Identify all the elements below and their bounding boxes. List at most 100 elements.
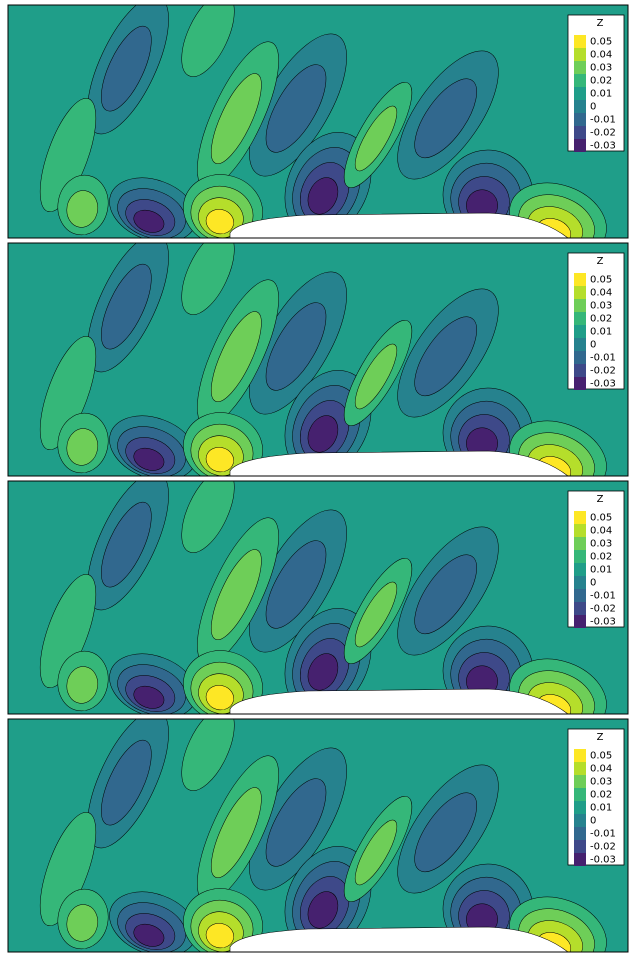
contour-band (265, 302, 327, 391)
colorbar-swatch (574, 602, 586, 615)
contour-band (205, 447, 234, 473)
colorbar-swatch (574, 814, 586, 827)
colorbar-swatch (574, 87, 586, 100)
colorbar-tick-label: 0.02 (590, 76, 612, 87)
colorbar-swatch (574, 377, 586, 390)
contour-band (39, 335, 97, 451)
colorbar-tick-label: 0.05 (590, 37, 612, 48)
contour-band (205, 923, 234, 949)
colorbar-tick-label: -0.01 (590, 591, 616, 602)
colorbar-tick-label: 0.03 (590, 63, 612, 74)
colorbar-swatch (574, 827, 586, 840)
colorbar-swatch (574, 788, 586, 801)
colorbar-tick-label: 0.03 (590, 539, 612, 550)
colorbar-tick-label: -0.01 (590, 115, 616, 126)
colorbar-swatch (574, 749, 586, 762)
airfoil (229, 926, 569, 952)
colorbar-swatch (574, 113, 586, 126)
contour-field (8, 719, 628, 952)
panel-frame (7, 4, 629, 239)
contour-band (101, 263, 152, 350)
colorbar-tick-label: 0.01 (590, 89, 612, 100)
colorbar-swatch (574, 840, 586, 853)
airfoil (229, 450, 569, 476)
legend: Z 0.05 0.04 0.03 0.02 0.01 0 -0.01 -0.02 -0.03 (567, 14, 625, 152)
contour-band (307, 415, 339, 453)
colorbar-swatch (574, 775, 586, 788)
colorbar-tick-label: 0.05 (590, 751, 612, 762)
colorbar-tick-label: 0.02 (590, 314, 612, 325)
colorbar-tick-label: -0.02 (590, 128, 616, 139)
panel: Z 0.05 0.04 0.03 0.02 0.01 0 -0.01 -0.02 -0.03 (7, 4, 629, 239)
panel-frame (7, 718, 629, 953)
legend: Z 0.05 0.04 0.03 0.02 0.01 0 -0.01 -0.02 -0.03 (567, 728, 625, 866)
colorbar-swatch (574, 338, 586, 351)
panel: Z 0.05 0.04 0.03 0.02 0.01 0 -0.01 -0.02 -0.03 (7, 480, 629, 715)
contour-band (307, 177, 339, 215)
colorbar-tick-label: 0.05 (590, 275, 612, 286)
legend: Z 0.05 0.04 0.03 0.02 0.01 0 -0.01 -0.02 -0.03 (567, 490, 625, 628)
colorbar-tick-label: -0.03 (590, 617, 616, 628)
colorbar-swatch (574, 563, 586, 576)
colorbar-tick-label: -0.01 (590, 829, 616, 840)
colorbar-swatch (574, 299, 586, 312)
colorbar-tick-label: -0.03 (590, 141, 616, 152)
colorbar-tick-label: 0.03 (590, 301, 612, 312)
colorbar-tick-label: 0.02 (590, 790, 612, 801)
colorbar-tick-label: 0.01 (590, 327, 612, 338)
contour-band (414, 792, 477, 872)
colorbar-swatch (574, 524, 586, 537)
colorbar-tick-label: 0.03 (590, 777, 612, 788)
contour-band (66, 190, 99, 228)
legend-title: Z (597, 494, 604, 505)
contour-band (354, 819, 398, 886)
contour-band (211, 787, 262, 878)
contour-band (414, 554, 477, 634)
colorbar-swatch (574, 576, 586, 589)
contour-band (354, 343, 398, 410)
contour-band (181, 5, 235, 77)
contour-band (39, 97, 97, 213)
contour-band (133, 209, 165, 233)
colorbar-swatch (574, 61, 586, 74)
colorbar-swatch (574, 139, 586, 152)
colorbar-tick-label: 0 (590, 102, 596, 113)
colorbar-tick-label: -0.02 (590, 366, 616, 377)
panel: Z 0.05 0.04 0.03 0.02 0.01 0 -0.01 -0.02 -0.03 (7, 718, 629, 953)
colorbar-swatch (574, 511, 586, 524)
colorbar-swatch (574, 550, 586, 563)
colorbar-tick-label: -0.02 (590, 842, 616, 853)
colorbar-tick-label: 0.04 (590, 50, 612, 61)
colorbar-swatch (574, 853, 586, 866)
contour-band (39, 811, 97, 927)
contour-band (66, 428, 99, 466)
airfoil (229, 688, 569, 714)
contour-band (181, 481, 235, 553)
contour-field (8, 481, 628, 714)
colorbar-tick-label: 0.04 (590, 288, 612, 299)
contour-band (354, 105, 398, 172)
colorbar-tick-label: 0 (590, 578, 596, 589)
colorbar-swatch (574, 48, 586, 61)
legend-title: Z (597, 18, 604, 29)
contour-band (205, 209, 234, 235)
contour-band (265, 778, 327, 867)
contour-band (211, 549, 262, 640)
contour-band (265, 64, 327, 153)
contour-band (211, 311, 262, 402)
colorbar-swatch (574, 364, 586, 377)
contour-band (181, 719, 235, 791)
colorbar-swatch (574, 312, 586, 325)
colorbar-swatch (574, 351, 586, 364)
contour-band (39, 573, 97, 689)
panel-frame (7, 480, 629, 715)
colorbar-swatch (574, 286, 586, 299)
contour-band (205, 685, 234, 711)
colorbar-tick-label: 0.01 (590, 803, 612, 814)
colorbar-tick-label: 0.01 (590, 565, 612, 576)
contour-band (414, 78, 477, 158)
legend: Z 0.05 0.04 0.03 0.02 0.01 0 -0.01 -0.02 -0.03 (567, 252, 625, 390)
colorbar-swatch (574, 537, 586, 550)
airfoil (229, 212, 569, 238)
